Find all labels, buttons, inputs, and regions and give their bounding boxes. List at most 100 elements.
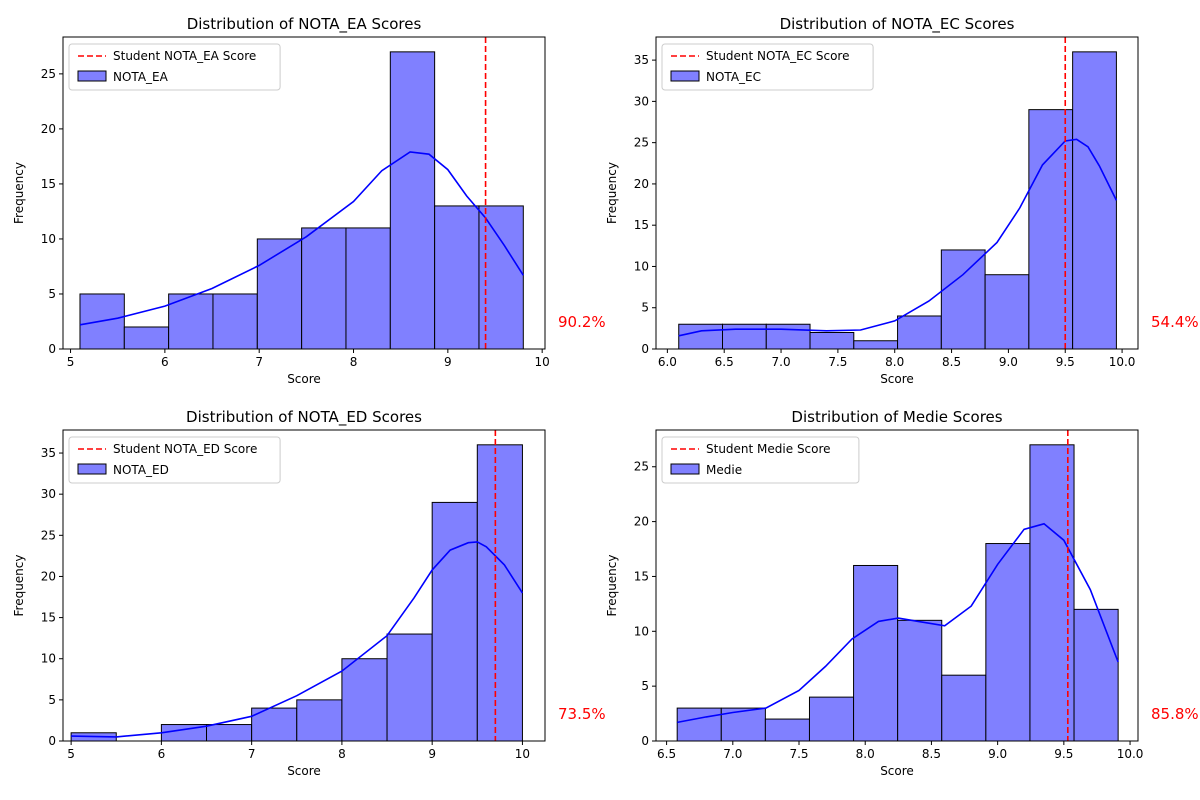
chart-3-y-tick-label: 15 — [41, 611, 56, 625]
chart-3-y-tick-label: 25 — [41, 528, 56, 542]
chart-2-bar-4 — [809, 331, 855, 350]
chart-2-y-tick-label: 5 — [641, 301, 649, 315]
chart-4-legend-series-label: Medie — [706, 463, 742, 477]
chart-2-bar-3 — [765, 323, 811, 350]
chart-4-x-tick-label: 9.5 — [1054, 747, 1073, 761]
chart-1-legend-box — [68, 43, 281, 91]
chart-4-legend-box — [661, 436, 860, 484]
chart-1-y-tick-label: 5 — [48, 287, 56, 301]
chart-4-percentile-label: 85.8% — [1151, 705, 1199, 723]
chart-4-title: Distribution of Medie Scores — [791, 408, 1002, 426]
chart-1-bar-5 — [256, 238, 303, 350]
chart-1-y-tick-label: 20 — [41, 122, 56, 136]
chart-1-x-tick-label: 6 — [161, 355, 169, 369]
chart-4-y-axis-label: Frequency — [605, 555, 619, 617]
chart-3-y-tick-label: 0 — [48, 734, 56, 748]
chart-2: 6.0 6.5 7.0 7.5 8.0 8.5 9.0 9.5 10.0 0 5 10 15 20 25 30… — [605, 15, 1199, 386]
chart-3-y-tick-label: 20 — [41, 569, 56, 583]
chart-2-x-tick-label: 9.5 — [1056, 355, 1075, 369]
chart-4-x-tick-label: 8.0 — [856, 747, 875, 761]
chart-1-legend: Student NOTA_EA Score NOTA_EA — [68, 43, 281, 91]
chart-1-x-tick-label: 7 — [255, 355, 263, 369]
chart-4-x-tick-label: 9.0 — [988, 747, 1007, 761]
chart-2-y-tick-label: 30 — [634, 94, 649, 108]
chart-2-y-tick-label: 35 — [634, 53, 649, 67]
chart-4-bar-5 — [853, 564, 899, 742]
chart-2-y-tick-label: 20 — [634, 177, 649, 191]
chart-1-y-tick-label: 15 — [41, 177, 56, 191]
chart-3-title: Distribution of NOTA_ED Scores — [186, 408, 422, 427]
chart-1-x-axis-label: Score — [287, 372, 321, 386]
chart-4-x-tick-label: 7.5 — [789, 747, 808, 761]
chart-1-x-tick-label: 8 — [350, 355, 358, 369]
chart-4-x-tick-label: 7.0 — [723, 747, 742, 761]
chart-2-x-tick-label: 9.0 — [999, 355, 1018, 369]
chart-4-y-tick-label: 5 — [641, 679, 649, 693]
chart-4-kde-line — [677, 522, 1119, 724]
chart-4-axes-frame — [655, 429, 1139, 742]
chart-1-bar-8 — [389, 51, 436, 350]
chart-4-bar-6 — [897, 619, 943, 742]
chart-4: 6.5 7.0 7.5 8.0 8.5 9.0 9.5 10.0 0 5 10 15 20 25 Distr… — [605, 408, 1199, 778]
chart-3-kde-line — [71, 541, 524, 738]
chart-2-bar-9 — [1028, 109, 1074, 350]
chart-2-bar-6 — [897, 315, 942, 350]
chart-1-x-tick-label: 10 — [535, 355, 550, 369]
chart-4-y-tick-label: 15 — [634, 569, 649, 583]
chart-4-y-tick-label: 25 — [634, 460, 649, 474]
chart-4-bar-1 — [676, 707, 722, 742]
chart-2-y-tick-label: 10 — [634, 259, 649, 273]
chart-1-kde-line — [79, 151, 524, 326]
chart-3-bar-8 — [386, 633, 433, 742]
chart-2-bar-10 — [1072, 51, 1117, 350]
chart-3-x-tick-label: 10 — [515, 747, 530, 761]
chart-1-x-tick-label: 5 — [67, 355, 75, 369]
chart-2-x-tick-label: 6.5 — [715, 355, 734, 369]
chart-2-bar-2 — [722, 323, 767, 350]
chart-2-legend-student-label: Student NOTA_EC Score — [706, 49, 849, 63]
chart-1-y-axis-label: Frequency — [12, 162, 26, 224]
chart-2-kde-line — [678, 138, 1118, 337]
chart-3-y-tick-label: 5 — [48, 693, 56, 707]
chart-1-bar-4 — [212, 293, 258, 350]
chart-4-legend-student-label: Student Medie Score — [706, 442, 831, 456]
chart-3-bar-7 — [341, 658, 388, 742]
chart-1-bar-9 — [434, 205, 480, 350]
chart-2-x-axis-label: Score — [880, 372, 914, 386]
chart-1-y-tick-label: 25 — [41, 67, 56, 81]
chart-3-axes-frame — [62, 429, 546, 742]
chart-2-legend: Student NOTA_EC Score NOTA_EC — [661, 43, 874, 91]
chart-1-bar-2 — [123, 326, 170, 350]
chart-4-x-tick-label: 8.5 — [922, 747, 941, 761]
chart-4-bar-7 — [941, 674, 987, 742]
chart-3-legend-series-label: NOTA_ED — [113, 463, 169, 477]
chart-1-y-tick-label: 0 — [48, 342, 56, 356]
chart-3-bar-4 — [206, 724, 253, 742]
chart-3-x-tick-label: 5 — [67, 747, 75, 761]
chart-3-x-axis-label: Score — [287, 764, 321, 778]
chart-4-bar-8 — [985, 543, 1031, 742]
chart-2-bar-1 — [678, 323, 724, 350]
chart-2-y-tick-label: 0 — [641, 342, 649, 356]
chart-3-x-tick-label: 6 — [158, 747, 166, 761]
chart-2-y-tick-label: 15 — [634, 218, 649, 232]
chart-3-y-tick-label: 30 — [41, 487, 56, 501]
chart-4-bar-3 — [764, 718, 810, 742]
chart-3-percentile-label: 73.5% — [558, 705, 606, 723]
chart-4-y-tick-label: 0 — [641, 734, 649, 748]
chart-4-y-tick-label: 20 — [634, 515, 649, 529]
chart-2-legend-bar-swatch — [670, 70, 700, 82]
chart-3-legend-bar-swatch — [77, 463, 107, 475]
chart-2-y-tick-label: 25 — [634, 136, 649, 150]
chart-1-y-tick-label: 10 — [41, 232, 56, 246]
chart-1-title: Distribution of NOTA_EA Scores — [187, 15, 422, 34]
chart-3-y-axis-label: Frequency — [12, 555, 26, 617]
chart-3-legend-box — [68, 436, 281, 484]
chart-4-bar-9 — [1029, 444, 1075, 742]
chart-1-legend-bar-swatch — [77, 70, 107, 82]
chart-2-percentile-label: 54.4% — [1151, 313, 1199, 331]
chart-1-axes-frame — [62, 36, 546, 350]
